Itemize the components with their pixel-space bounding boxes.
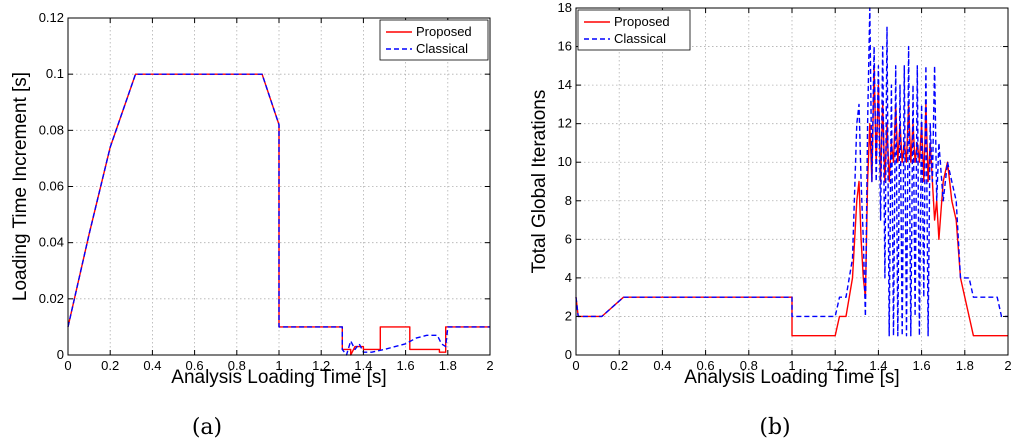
y-axis-label-b: Total Global Iterations: [529, 90, 550, 274]
y-tick-label: 0: [565, 347, 572, 362]
x-tick-label: 0.6: [186, 358, 204, 373]
chart-panel-b: 0 0.2 0.4 0.6 0.8 1 1.2 1.4 1.6 1.8 2 0 2 4 6 8 10 12 14 16…: [529, 0, 1012, 440]
y-tick-label: 10: [558, 154, 572, 169]
caption-b: (b): [759, 415, 790, 440]
x-tick-label: 0.8: [740, 358, 758, 373]
x-tick-label: 0: [64, 358, 71, 373]
series-line-classical: [575, 7, 1008, 337]
y-tick-label: 0.06: [39, 179, 64, 194]
y-tick-label: 14: [558, 77, 572, 92]
y-tick-label: 12: [558, 116, 572, 131]
y-tick-label: 6: [565, 231, 572, 246]
y-tick-label: 16: [558, 39, 572, 54]
y-tick-label: 0.12: [39, 10, 64, 25]
x-tick-label: 1.6: [397, 358, 415, 373]
x-tick-label: 0.2: [101, 358, 119, 373]
series-line-proposed: [575, 65, 1008, 337]
x-tick-label: 1.2: [826, 358, 844, 373]
x-tick-label: 2: [1004, 358, 1011, 373]
y-tick-label: 4: [565, 270, 572, 285]
x-tick-label: 1.4: [354, 358, 372, 373]
y-tick-label: 0.02: [39, 291, 64, 306]
x-tick-label: 0.4: [143, 358, 161, 373]
y-tick-label: 0.1: [46, 66, 64, 81]
x-tick-label: 0: [572, 358, 579, 373]
y-tick-label: 0.08: [39, 122, 64, 137]
x-tick-label: 0.4: [653, 358, 671, 373]
y-tick-label: 18: [558, 0, 572, 15]
legend-entry-proposed-a: Proposed: [416, 24, 472, 39]
x-tick-label: 1: [275, 358, 282, 373]
legend-a: Proposed Classical: [379, 19, 489, 61]
x-tick-label: 1.6: [913, 358, 931, 373]
x-tick-label: 1.8: [439, 358, 457, 373]
legend-box-a: [379, 19, 489, 61]
legend-box-b: [577, 9, 691, 51]
x-tick-label: 0.8: [228, 358, 246, 373]
legend-entry-classical-b: Classical: [614, 31, 666, 46]
legend-entry-proposed-b: Proposed: [614, 14, 670, 29]
x-tick-label: 1.4: [869, 358, 887, 373]
x-axis-label-a: Analysis Loading Time [s]: [171, 367, 386, 388]
chart-panel-a: 0 0.2 0.4 0.6 0.8 1 1.2 1.4 1.6 1.8 2 0 0.02 0.04 0.06…: [10, 10, 494, 440]
y-tick-label: 8: [565, 193, 572, 208]
series-line-classical: [67, 73, 490, 356]
x-tick-label: 2: [486, 358, 493, 373]
x-tick-label: 0.2: [610, 358, 628, 373]
y-tick-label: 0.04: [39, 235, 64, 250]
x-tick-label: 0.6: [697, 358, 715, 373]
caption-a: (a): [192, 415, 222, 440]
y-tick-label: 2: [565, 308, 572, 323]
x-tick-label: 1.2: [312, 358, 330, 373]
y-axis-label-a: Loading Time Increment [s]: [10, 72, 31, 301]
legend-entry-classical-a: Classical: [416, 41, 468, 56]
y-tick-label: 0: [57, 347, 64, 362]
x-tick-label: 1.8: [956, 358, 974, 373]
x-tick-label: 1: [788, 358, 795, 373]
legend-b: Proposed Classical: [577, 9, 691, 51]
x-axis-label-b: Analysis Loading Time [s]: [684, 367, 899, 388]
